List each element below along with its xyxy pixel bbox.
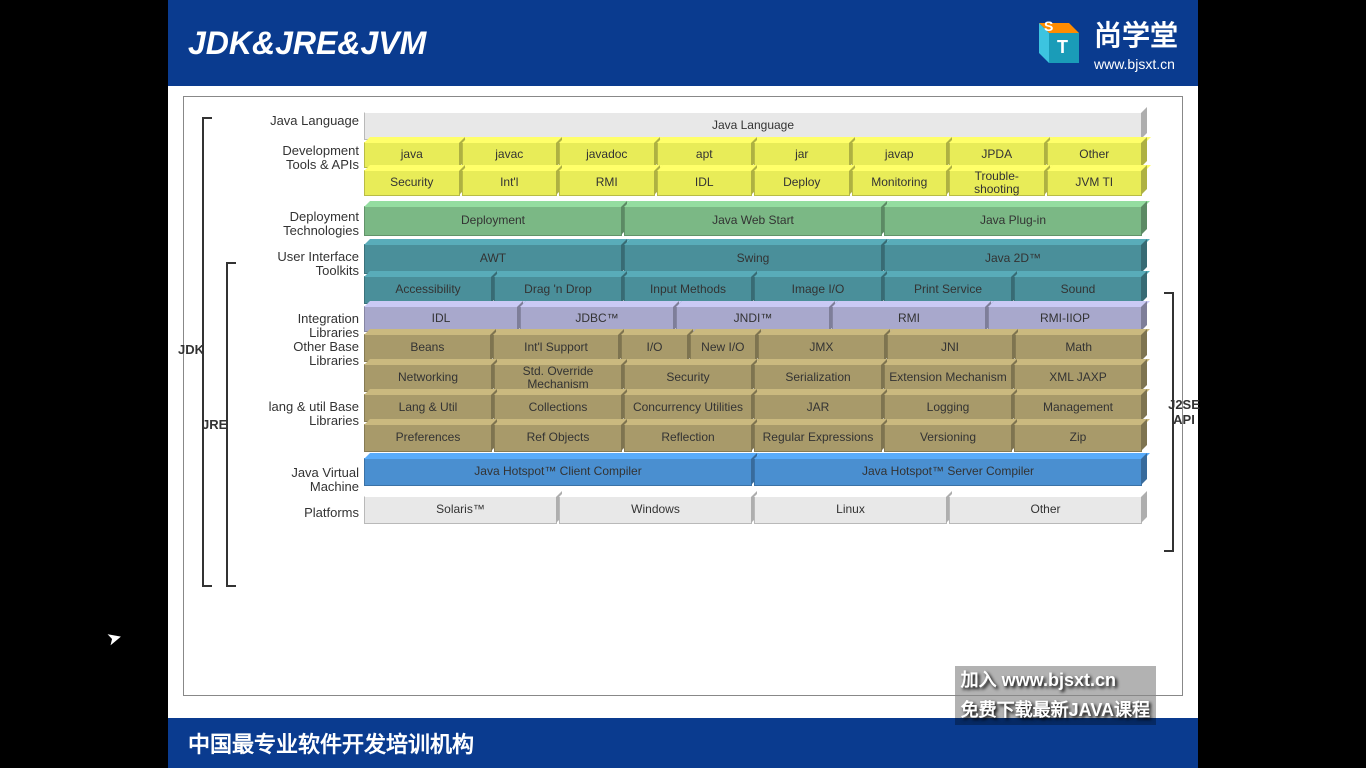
jdk-label: JDK <box>178 342 204 357</box>
architecture-diagram: Java Languagejavajavacjavadocaptjarjavap… <box>183 96 1183 696</box>
watermark-overlay: 加入 www.bjsxt.cn 免费下载最新JAVA课程 <box>955 665 1156 726</box>
layer-row: Java Language <box>364 112 1142 140</box>
layer-cell: Trouble-shooting <box>949 170 1045 196</box>
overlay-line1: 加入 www.bjsxt.cn <box>955 666 1156 695</box>
layer-cell: Logging <box>884 394 1012 422</box>
layer-cell: Ref Objects <box>494 424 622 452</box>
layer-cell: Versioning <box>884 424 1012 452</box>
layer-cell: Deploy <box>754 170 850 196</box>
layer-cell: Java Web Start <box>624 206 882 236</box>
layer-cell: Int'l <box>462 170 558 196</box>
slide: JDK&JRE&JVM S T 尚学堂 www.bjsxt.cn Java La… <box>168 0 1198 768</box>
layer-cell: Int'l Support <box>493 334 620 362</box>
layer-cell: Windows <box>559 496 752 524</box>
layer-cell: Solaris™ <box>364 496 557 524</box>
logo-url-text: www.bjsxt.cn <box>1094 56 1178 72</box>
logo-text: 尚学堂 www.bjsxt.cn <box>1094 14 1178 72</box>
j2se-label: J2SE API <box>1164 397 1204 427</box>
row-label: lang & util Base Libraries <box>249 400 359 429</box>
jre-bracket <box>226 262 236 587</box>
logo-area: S T 尚学堂 www.bjsxt.cn <box>1024 13 1178 73</box>
layer-cell: Java Hotspot™ Server Compiler <box>754 458 1142 486</box>
layer-cell: Image I/O <box>754 276 882 304</box>
layer-cell: Zip <box>1014 424 1142 452</box>
row-label: Integration Libraries <box>249 312 359 341</box>
layer-cell: New I/O <box>690 334 756 362</box>
layer-cell: JMX <box>758 334 885 362</box>
layer-cell: Accessibility <box>364 276 492 304</box>
layer-cell: Beans <box>364 334 491 362</box>
layer-cell: Networking <box>364 364 492 392</box>
layer-cell: Drag 'n Drop <box>494 276 622 304</box>
footer-text: 中国最专业软件开发培训机构 <box>188 727 474 759</box>
layer-stack: Java Languagejavajavacjavadocaptjarjavap… <box>364 112 1142 526</box>
row-label: Platforms <box>249 506 359 520</box>
layer-cell: Security <box>364 170 460 196</box>
layer-cell: Java Hotspot™ Client Compiler <box>364 458 752 486</box>
layer-cell: Lang & Util <box>364 394 492 422</box>
layer-cell: AWT <box>364 244 622 274</box>
layer-cell: Security <box>624 364 752 392</box>
logo-cn-text: 尚学堂 <box>1094 14 1178 54</box>
layer-cell: JAR <box>754 394 882 422</box>
layer-cell: XML JAXP <box>1014 364 1142 392</box>
slide-header: JDK&JRE&JVM S T 尚学堂 www.bjsxt.cn <box>168 0 1198 86</box>
layer-row: AWTSwingJava 2D™ <box>364 244 1142 274</box>
layer-cell: RMI <box>559 170 655 196</box>
layer-cell: Concurrency Utilities <box>624 394 752 422</box>
svg-text:S: S <box>1044 18 1053 34</box>
layer-cell: Reflection <box>624 424 752 452</box>
layer-cell: Serialization <box>754 364 882 392</box>
layer-cell: IDL <box>657 170 753 196</box>
layer-cell: Other <box>949 496 1142 524</box>
layer-cell: Std. Override Mechanism <box>494 364 622 392</box>
layer-row: BeansInt'l SupportI/ONew I/OJMXJNIMath <box>364 334 1142 362</box>
layer-cell: JNI <box>887 334 1014 362</box>
layer-row: SecurityInt'lRMIIDLDeployMonitoringTroub… <box>364 170 1142 196</box>
layer-cell: I/O <box>621 334 687 362</box>
layer-cell: Extension Mechanism <box>884 364 1012 392</box>
layer-cell: Deployment <box>364 206 622 236</box>
row-label: Java Virtual Machine <box>249 466 359 495</box>
row-label: Deployment Technologies <box>249 210 359 239</box>
layer-cell: Java 2D™ <box>884 244 1142 274</box>
layer-cell: Input Methods <box>624 276 752 304</box>
layer-cell: Java Plug-in <box>884 206 1142 236</box>
layer-cell: Print Service <box>884 276 1012 304</box>
layer-cell: Linux <box>754 496 947 524</box>
layer-cell: JVM TI <box>1047 170 1143 196</box>
layer-row: AccessibilityDrag 'n DropInput MethodsIm… <box>364 276 1142 304</box>
row-label: User Interface Toolkits <box>249 250 359 279</box>
layer-row: DeploymentJava Web StartJava Plug-in <box>364 206 1142 236</box>
layer-cell: Math <box>1015 334 1142 362</box>
mouse-cursor-icon: ➤ <box>105 626 125 650</box>
row-label: Java Language <box>249 114 359 128</box>
layer-cell: Sound <box>1014 276 1142 304</box>
layer-row: Solaris™WindowsLinuxOther <box>364 496 1142 524</box>
layer-cell: Java Language <box>364 112 1142 140</box>
overlay-line2: 免费下载最新JAVA课程 <box>955 696 1156 725</box>
layer-row: PreferencesRef ObjectsReflectionRegular … <box>364 424 1142 452</box>
layer-row: Lang & UtilCollectionsConcurrency Utilit… <box>364 394 1142 422</box>
layer-cell: Monitoring <box>852 170 948 196</box>
diagram-content: Java Languagejavajavacjavadocaptjarjavap… <box>168 86 1198 706</box>
jre-label: JRE <box>202 417 227 432</box>
layer-cell: Management <box>1014 394 1142 422</box>
row-label: Other Base Libraries <box>249 340 359 369</box>
svg-text:T: T <box>1057 37 1068 57</box>
row-label: Development Tools & APIs <box>249 144 359 173</box>
slide-title: JDK&JRE&JVM <box>188 25 426 62</box>
layer-cell: Collections <box>494 394 622 422</box>
layer-cell: Regular Expressions <box>754 424 882 452</box>
layer-cell: Preferences <box>364 424 492 452</box>
layer-row: NetworkingStd. Override MechanismSecurit… <box>364 364 1142 392</box>
layer-cell: Swing <box>624 244 882 274</box>
logo-cube-icon: S T <box>1024 13 1084 73</box>
layer-row: Java Hotspot™ Client CompilerJava Hotspo… <box>364 458 1142 486</box>
